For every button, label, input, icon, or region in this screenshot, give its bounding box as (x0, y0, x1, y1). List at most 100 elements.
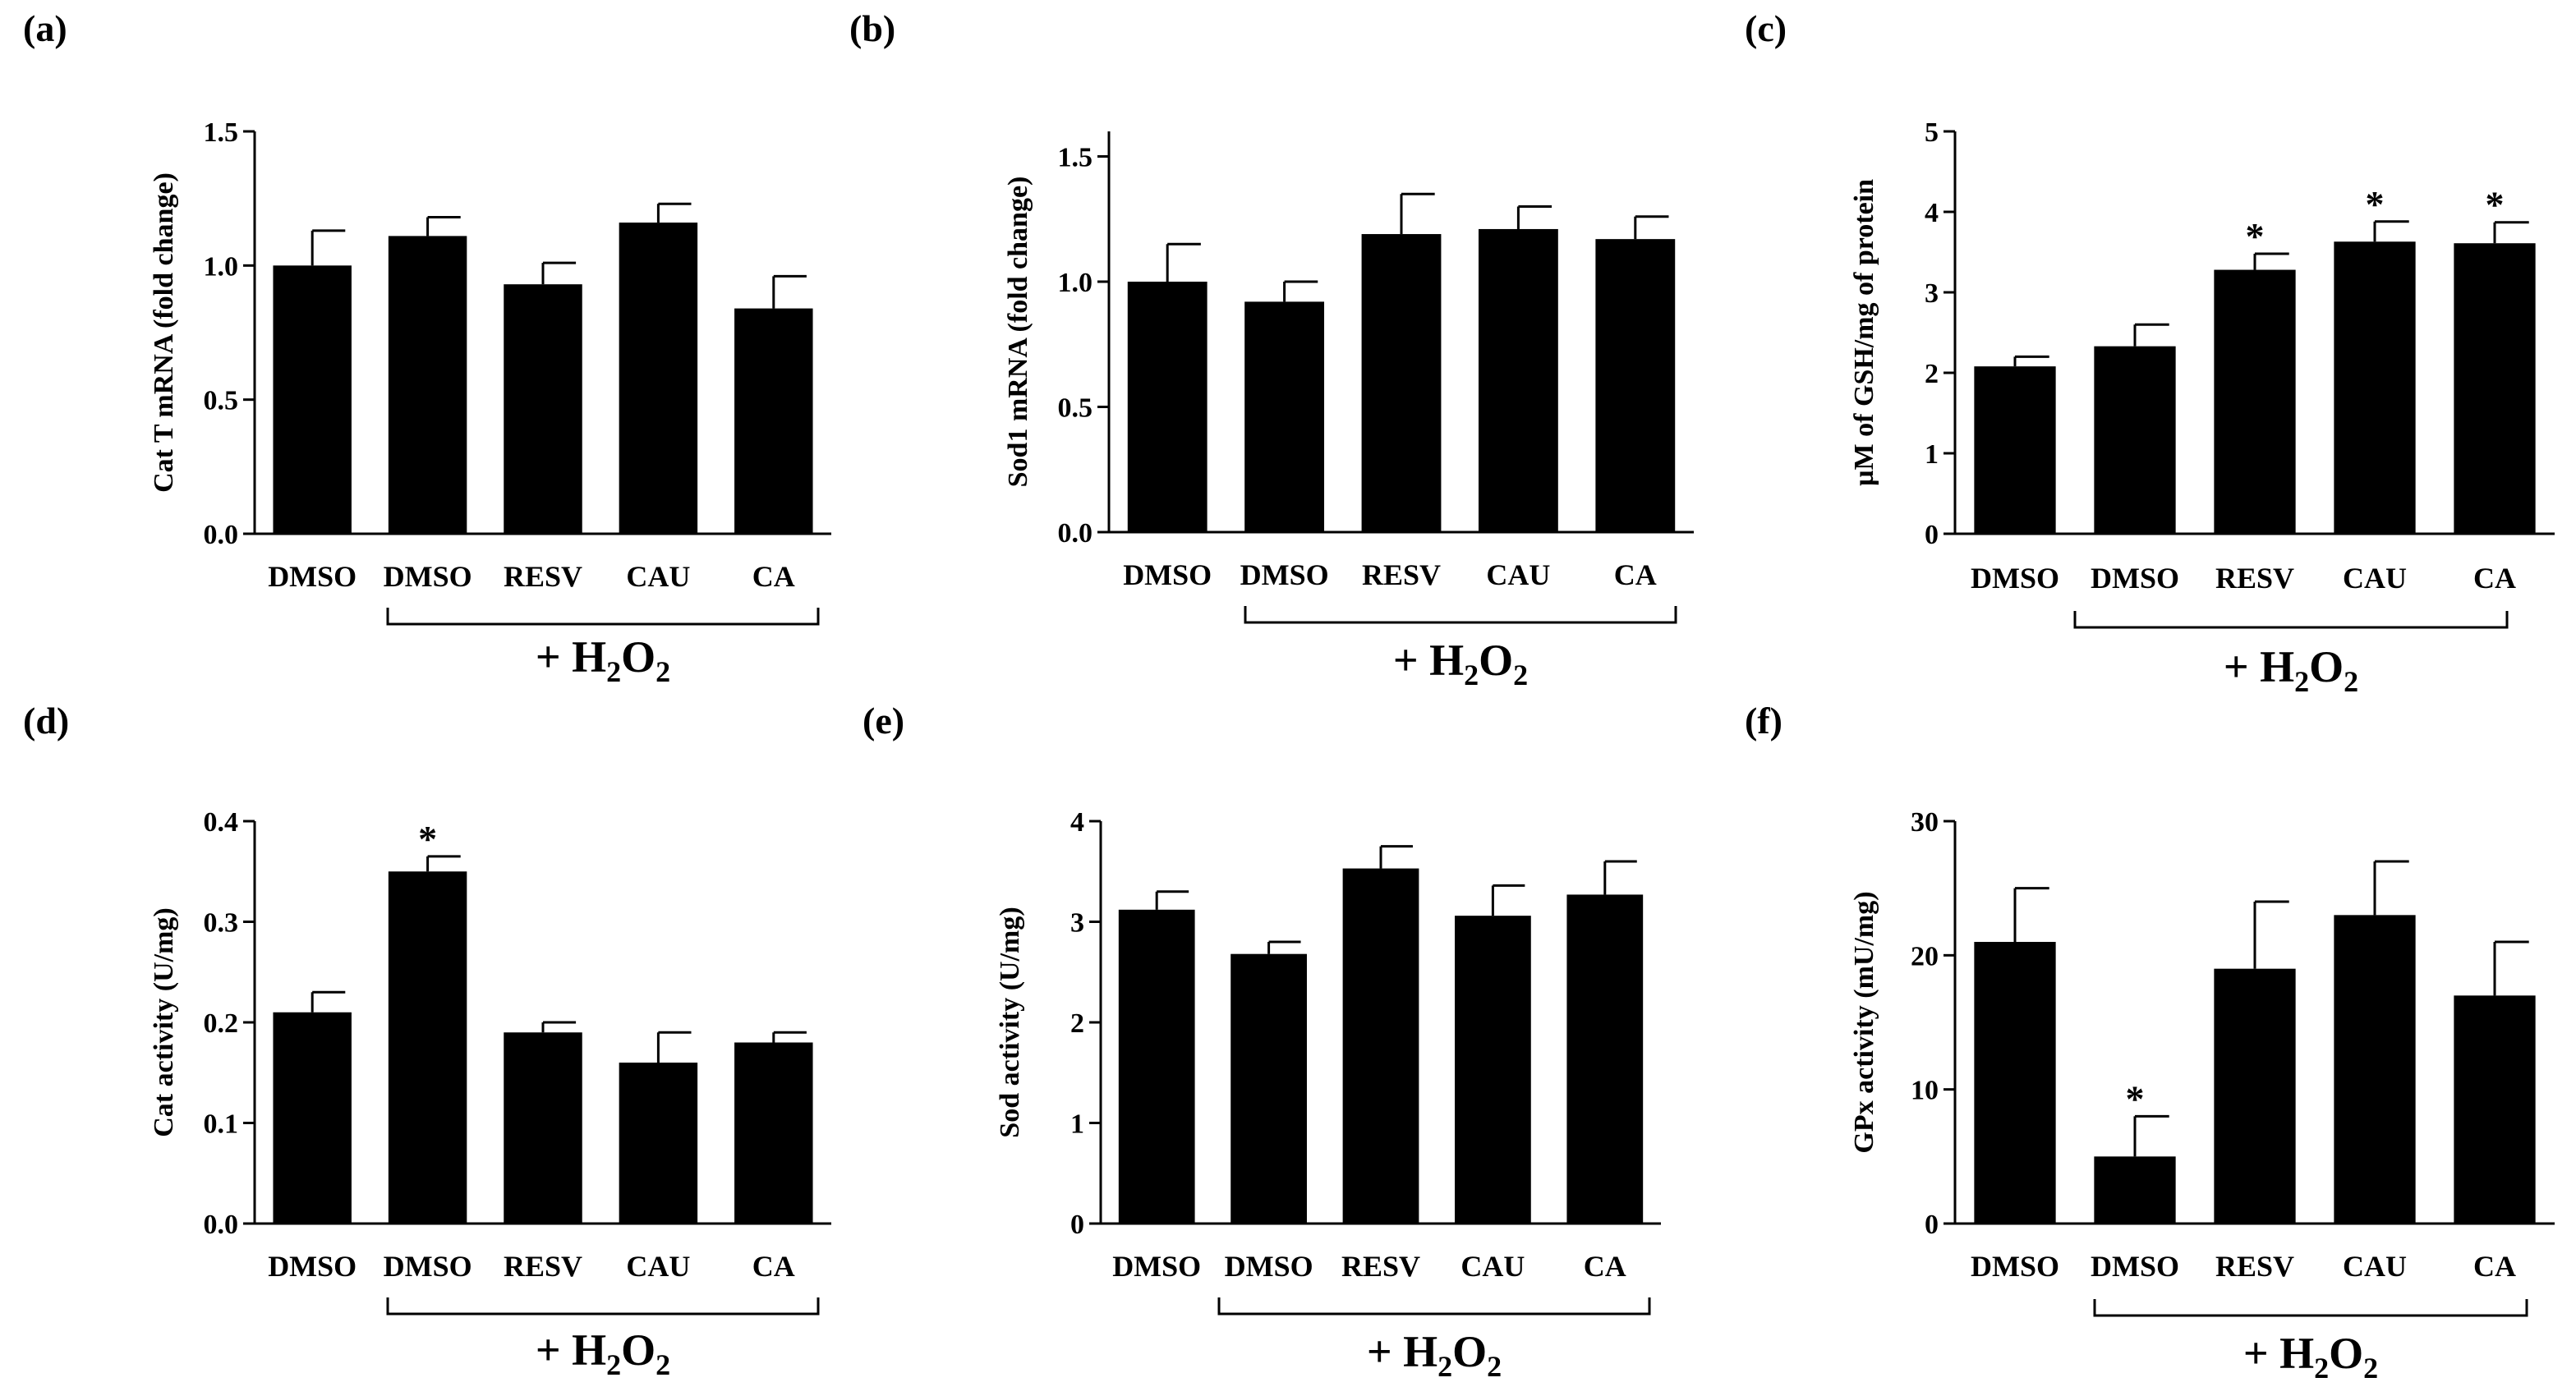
y-tick-label: 0.1 (204, 1109, 239, 1140)
x-category-label: CAU (1460, 1250, 1525, 1283)
bar (1361, 234, 1442, 532)
bar (1244, 301, 1325, 532)
bar (1342, 868, 1419, 1224)
treatment-label-part: 2 (1464, 659, 1479, 691)
x-category-label: RESV (2215, 1250, 2294, 1283)
bar (1478, 228, 1558, 532)
treatment-label: + H2O2 (2224, 642, 2358, 698)
chart-panel-b: (b) 0.0 0.5 1.0 1.5 Sod1 mRNA (fold change) DM… (849, 7, 1694, 691)
treatment-label-part: H (1403, 1327, 1438, 1376)
treatment-label-part: 2 (2363, 1352, 2378, 1385)
treatment-bracket (386, 608, 820, 626)
treatment-label-part: O (621, 1325, 656, 1375)
bar (2214, 269, 2296, 534)
treatment-label-part: 2 (2344, 665, 2358, 698)
bar (2094, 1156, 2176, 1224)
y-tick-label: 0.5 (204, 386, 239, 416)
x-category-label: DMSO (2091, 1250, 2179, 1283)
y-tick-label: 0.3 (204, 908, 239, 939)
x-category-label: CA (1584, 1250, 1626, 1283)
bar (1974, 942, 2056, 1224)
treatment-bracket (2073, 611, 2509, 629)
x-category-label: RESV (504, 1250, 582, 1283)
treatment-label-part: + (1393, 636, 1429, 685)
panel-label: (d) (23, 700, 69, 742)
treatment-label-part: O (2329, 1329, 2363, 1378)
treatment-label-part: 2 (656, 1348, 670, 1381)
bar (1566, 894, 1644, 1224)
chart-panel-f: (f) 0 10 20 30 GPx activity (mU/mg) DMSO * DMSO R… (1745, 700, 2555, 1385)
x-category-label: CA (2473, 562, 2516, 595)
treatment-bracket (386, 1297, 820, 1316)
x-category-label: RESV (1362, 558, 1441, 591)
y-axis-label: Sod1 mRNA (fold change) (1003, 177, 1033, 488)
y-tick-label: 0.5 (1058, 393, 1093, 424)
significance-marker: * (418, 818, 437, 860)
x-category-label: RESV (1341, 1250, 1420, 1283)
x-category-label: CA (1614, 558, 1657, 591)
y-tick-label: 4 (1925, 198, 1939, 228)
panel-label: (e) (862, 700, 904, 742)
bar (2214, 968, 2296, 1224)
y-tick-label: 1 (1925, 439, 1939, 470)
y-axis-label: µM of GSH/mg of protein (1849, 179, 1879, 486)
y-tick-label: 0.2 (204, 1008, 239, 1039)
treatment-bracket (2093, 1299, 2528, 1317)
x-category-label: RESV (504, 560, 582, 593)
treatment-label: + H2O2 (536, 1325, 670, 1381)
treatment-label-part: + (536, 632, 572, 682)
x-category-label: DMSO (384, 1250, 472, 1283)
bar (734, 1042, 813, 1224)
x-category-label: CAU (1486, 558, 1550, 591)
bar (2334, 915, 2416, 1224)
panel-label: (f) (1745, 700, 1782, 742)
x-category-label: CAU (626, 560, 690, 593)
treatment-label-part: 2 (2314, 1352, 2329, 1385)
bar (1455, 916, 1531, 1224)
treatment-label-part: 2 (1513, 659, 1528, 691)
x-category-label: CAU (2343, 1250, 2407, 1283)
x-category-label: CA (752, 560, 795, 593)
x-category-label: DMSO (2091, 562, 2179, 595)
y-tick-label: 1 (1070, 1109, 1084, 1140)
significance-marker: * (2246, 215, 2265, 257)
y-tick-label: 0 (1070, 1210, 1084, 1240)
y-tick-label: 1.5 (1058, 143, 1093, 173)
significance-marker: * (2486, 184, 2505, 226)
treatment-label: + H2O2 (536, 632, 670, 688)
y-tick-label: 1.0 (204, 251, 239, 282)
treatment-label: + H2O2 (2243, 1329, 2378, 1385)
treatment-label-part: H (2260, 642, 2294, 691)
treatment-label-part: + (2243, 1329, 2279, 1378)
bar (388, 236, 467, 534)
x-category-label: DMSO (1971, 562, 2059, 595)
treatment-label-part: H (1429, 636, 1464, 685)
panel-label: (c) (1745, 7, 1787, 49)
chart-panel-c: (c) 0 1 2 3 4 5 µM of GSH/mg of protein DMSO DMSO… (1745, 7, 2555, 698)
y-tick-label: 30 (1911, 807, 1939, 838)
y-tick-label: 5 (1925, 117, 1939, 148)
treatment-label-part: O (2309, 642, 2344, 691)
x-category-label: RESV (2215, 562, 2294, 595)
x-category-label: DMSO (268, 560, 356, 593)
treatment-label-part: 2 (1438, 1350, 1452, 1383)
chart-panel-e: (e) 0 1 2 3 4 Sod activity (U/mg) DMSO DMSO RESV C… (862, 700, 1661, 1383)
x-category-label: DMSO (1112, 1250, 1201, 1283)
chart-panel-a: (a) 0.0 0.5 1.0 1.5 Cat T mRNA (fold change) D… (23, 7, 831, 688)
treatment-bracket (1244, 606, 1677, 624)
treatment-label-part: + (536, 1325, 572, 1375)
bar (1595, 239, 1676, 532)
y-tick-label: 0.4 (204, 807, 239, 838)
x-category-label: DMSO (1123, 558, 1212, 591)
bar (1974, 366, 2056, 534)
y-tick-label: 0 (1925, 520, 1939, 550)
y-tick-label: 1.5 (204, 117, 239, 148)
significance-marker: * (2366, 183, 2385, 225)
bar (2454, 995, 2536, 1224)
treatment-label-part: 2 (606, 1348, 621, 1381)
treatment-label-part: H (2279, 1329, 2314, 1378)
treatment-bracket (1217, 1297, 1651, 1316)
bar (2094, 346, 2176, 534)
y-tick-label: 4 (1070, 807, 1084, 838)
